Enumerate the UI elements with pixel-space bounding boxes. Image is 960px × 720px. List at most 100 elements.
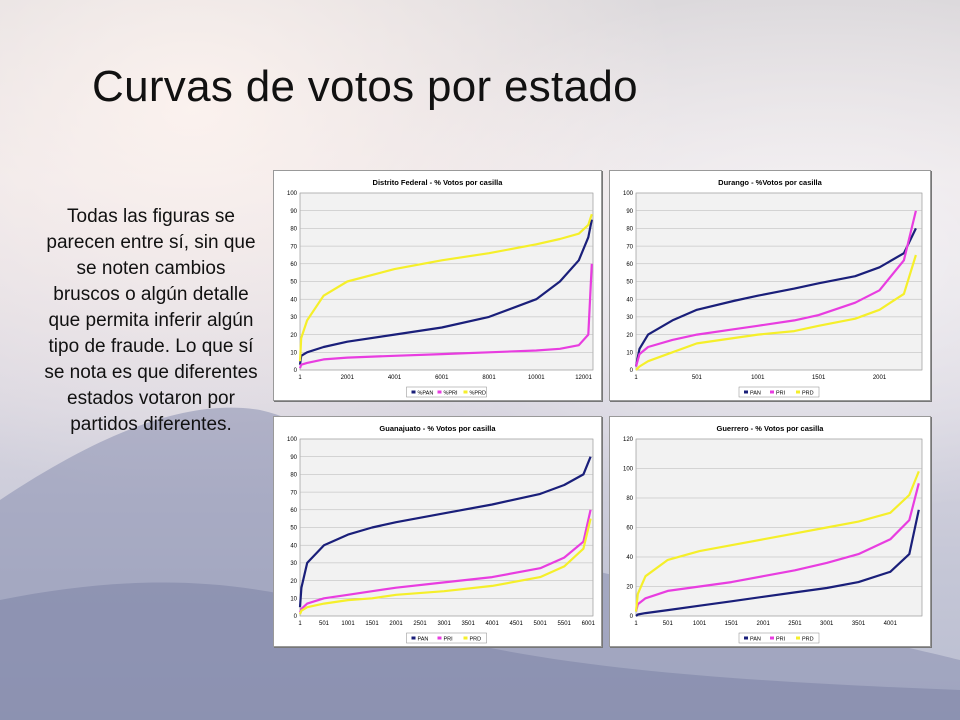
x-tick-label: 1 <box>298 621 302 627</box>
chart-title: Distrito Federal - % Votos por casilla <box>373 178 504 187</box>
chart-title: Guanajuato - % Votos por casilla <box>379 424 496 433</box>
legend-swatch <box>411 636 416 640</box>
y-tick-label: 40 <box>290 297 297 303</box>
y-tick-label: 30 <box>626 315 633 321</box>
series-line-pct-pan <box>298 219 593 365</box>
y-tick-label: 40 <box>626 555 633 561</box>
legend-label: PRI <box>776 391 786 397</box>
legend-label: PAN <box>418 637 429 643</box>
y-tick-label: 30 <box>290 561 297 567</box>
y-tick-label: 10 <box>290 351 297 357</box>
series-line-pct-prd <box>298 213 593 362</box>
legend-label: PAN <box>750 637 761 643</box>
legend-swatch <box>463 390 468 394</box>
x-tick-label: 1001 <box>751 375 765 381</box>
x-tick-label: 1001 <box>693 621 707 627</box>
x-tick-label: 2501 <box>413 621 427 627</box>
x-tick-label: 5501 <box>558 621 572 627</box>
x-tick-label: 2001 <box>389 621 403 627</box>
legend-swatch <box>770 636 774 640</box>
x-tick-label: 4001 <box>485 621 499 627</box>
legend-swatch <box>744 390 748 394</box>
y-tick-label: 80 <box>626 227 633 233</box>
legend-label: %PRD <box>470 391 487 397</box>
x-tick-label: 5001 <box>534 621 548 627</box>
series-line-pri <box>634 210 917 367</box>
chart-durango: Durango - %Votos por casilla 0 10 20 30 40 50 6… <box>609 170 931 401</box>
y-tick-label: 60 <box>626 526 633 532</box>
series-line-pri <box>298 509 592 613</box>
chart-guerrero: Guerrero - % Votos por casilla 0 20 40 60 80 1… <box>609 416 931 647</box>
x-tick-label: 2001 <box>756 621 770 627</box>
chart-guerrero-svg: Guerrero - % Votos por casilla 0 20 40 60 80 1… <box>623 424 923 644</box>
x-tick-label: 6001 <box>435 375 449 381</box>
y-tick-label: 0 <box>630 368 634 374</box>
y-tick-label: 80 <box>626 496 633 502</box>
x-tick-label: 4001 <box>388 375 402 381</box>
y-tick-label: 10 <box>626 351 633 357</box>
y-tick-label: 90 <box>626 209 633 215</box>
series-line-pan <box>634 227 917 367</box>
y-tick-label: 40 <box>290 543 297 549</box>
y-tick-label: 100 <box>623 191 634 197</box>
x-tick-label: 1501 <box>365 621 379 627</box>
y-tick-label: 120 <box>623 437 634 443</box>
chart-title: Guerrero - % Votos por casilla <box>717 424 825 433</box>
legend-label: %PAN <box>418 391 434 397</box>
y-tick-label: 0 <box>294 614 298 620</box>
y-tick-label: 30 <box>290 315 297 321</box>
x-tick-label: 3501 <box>461 621 475 627</box>
series-line-pan <box>298 456 592 608</box>
legend-swatch <box>411 390 416 394</box>
x-tick-label: 2001 <box>341 375 355 381</box>
y-tick-label: 100 <box>287 191 298 197</box>
series-line-pct-pri <box>298 263 593 369</box>
y-tick-label: 50 <box>626 280 633 286</box>
y-tick-label: 0 <box>630 614 634 620</box>
legend-label: PRD <box>802 391 814 397</box>
legend-box <box>738 632 820 644</box>
series-line-prd <box>635 254 917 371</box>
x-tick-label: 4001 <box>884 621 898 627</box>
legend-swatch <box>437 636 442 640</box>
x-tick-label: 3501 <box>852 621 866 627</box>
chart-distrito-federal-svg: Distrito Federal - % Votos por casilla 0 1… <box>287 178 594 398</box>
y-tick-label: 60 <box>626 262 633 268</box>
x-tick-label: 2001 <box>873 375 887 381</box>
series-line-pan <box>635 509 920 617</box>
legend-label: PRI <box>776 637 786 643</box>
y-tick-label: 90 <box>290 455 297 461</box>
x-tick-label: 6001 <box>582 621 596 627</box>
chart-title: Durango - %Votos por casilla <box>718 178 822 187</box>
chart-guanajuato: Guanajuato - % Votos por casilla 0 10 20 30 4… <box>273 416 602 647</box>
y-tick-label: 60 <box>290 262 297 268</box>
legend-swatch <box>796 390 800 394</box>
y-tick-label: 80 <box>290 227 297 233</box>
chart-distrito-federal: Distrito Federal - % Votos por casilla 0 1… <box>273 170 602 401</box>
x-tick-label: 1 <box>634 621 638 627</box>
x-tick-label: 3001 <box>820 621 834 627</box>
chart-guanajuato-svg: Guanajuato - % Votos por casilla 0 10 20 30 4… <box>287 424 596 644</box>
legend-swatch <box>796 636 800 640</box>
x-tick-label: 12001 <box>575 375 592 381</box>
x-tick-label: 501 <box>319 621 330 627</box>
chart-durango-svg: Durango - %Votos por casilla 0 10 20 30 40 50 6… <box>623 178 923 398</box>
y-tick-label: 20 <box>290 333 297 339</box>
legend-box <box>738 386 820 398</box>
x-tick-label: 3001 <box>437 621 451 627</box>
legend-swatch <box>437 390 442 394</box>
x-tick-label: 1001 <box>341 621 355 627</box>
legend-label: PRI <box>444 637 454 643</box>
y-tick-label: 50 <box>290 280 297 286</box>
legend-label: PAN <box>750 391 761 397</box>
x-tick-label: 4501 <box>510 621 524 627</box>
y-tick-label: 0 <box>294 368 298 374</box>
y-tick-label: 40 <box>626 297 633 303</box>
y-tick-label: 100 <box>287 437 298 443</box>
x-tick-label: 10001 <box>528 375 545 381</box>
legend-box <box>406 632 487 644</box>
y-tick-label: 70 <box>290 490 297 496</box>
legend-swatch <box>463 636 468 640</box>
y-tick-label: 90 <box>290 209 297 215</box>
y-tick-label: 70 <box>290 244 297 250</box>
